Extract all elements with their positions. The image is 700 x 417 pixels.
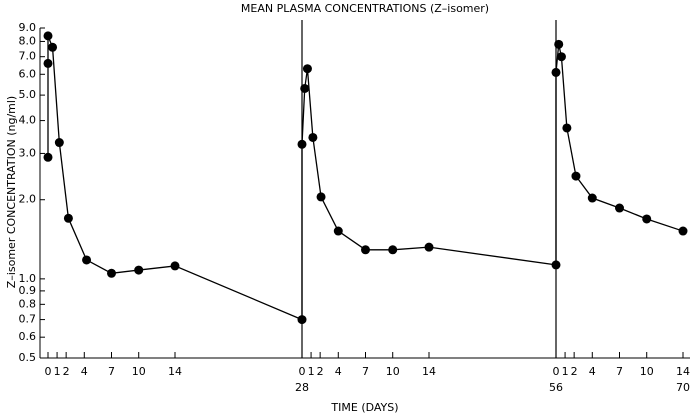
data-point: [302, 64, 312, 74]
x-tick-label: 7: [616, 365, 623, 378]
y-tick-label: 9.0: [19, 21, 37, 34]
y-axis-title: Z–isomer CONCENTRATION (ng/ml): [5, 96, 18, 288]
data-point: [424, 242, 434, 252]
data-point: [361, 245, 370, 255]
data-point: [107, 268, 116, 278]
data-point: [297, 139, 307, 149]
x-tick-label: 10: [640, 365, 654, 378]
x-tick-label: 4: [335, 365, 342, 378]
y-tick-label: 8.0: [19, 34, 37, 47]
data-point: [63, 213, 73, 223]
y-tick-label: 2.0: [19, 193, 37, 206]
y-tick-label: 6.0: [19, 67, 37, 80]
x-axis-title: TIME (DAYS): [330, 401, 398, 414]
data-point: [54, 138, 64, 148]
x-tick-label: 10: [132, 365, 146, 378]
data-point: [170, 261, 180, 271]
x-tick-label: 4: [81, 365, 88, 378]
data-point: [554, 39, 564, 49]
x-tick-label-secondary: 70: [676, 381, 690, 394]
data-point: [300, 83, 310, 93]
x-tick-label: 1: [54, 365, 61, 378]
x-tick-label: 0: [553, 365, 560, 378]
x-tick-label: 0: [45, 365, 52, 378]
data-point: [678, 226, 688, 236]
data-point: [333, 226, 343, 236]
data-point: [297, 315, 307, 325]
x-tick-label: 14: [676, 365, 690, 378]
y-tick-label: 0.5: [19, 351, 37, 364]
chart-title: MEAN PLASMA CONCENTRATIONS (Z–isomer): [241, 2, 489, 15]
data-point: [43, 152, 53, 162]
x-tick-label: 4: [589, 365, 596, 378]
series-line: [47, 35, 684, 321]
y-tick-label: 3.0: [19, 146, 37, 159]
x-tick-label: 7: [108, 365, 115, 378]
x-tick-label: 2: [317, 365, 324, 378]
x-tick-label: 2: [63, 365, 70, 378]
data-point: [562, 123, 572, 133]
data-point: [615, 203, 624, 213]
y-tick-label: 1.0: [19, 272, 37, 285]
x-tick-label: 14: [422, 365, 436, 378]
data-point: [134, 265, 144, 275]
data-point: [556, 52, 566, 62]
y-tick-label: 0.6: [19, 330, 37, 343]
y-tick-label: 5.0: [19, 88, 37, 101]
x-tick-label: 14: [168, 365, 182, 378]
y-tick-label: 0.9: [19, 284, 37, 297]
data-point: [551, 260, 561, 270]
data-point: [571, 171, 581, 181]
data-point: [587, 193, 597, 203]
x-tick-label-secondary: 28: [295, 381, 309, 394]
x-tick-label: 1: [562, 365, 569, 378]
data-point: [388, 245, 398, 255]
x-tick-label: 2: [571, 365, 578, 378]
y-tick-label: 0.7: [19, 313, 37, 326]
x-tick-label: 10: [386, 365, 400, 378]
x-tick-label-secondary: 56: [549, 381, 563, 394]
data-point: [43, 58, 53, 68]
x-tick-label: 1: [308, 365, 315, 378]
y-tick-label: 7.0: [19, 50, 37, 63]
x-tick-label: 0: [299, 365, 306, 378]
data-point: [82, 255, 92, 265]
y-tick-label: 0.8: [19, 297, 37, 310]
data-point: [551, 67, 561, 77]
data-point: [316, 192, 326, 202]
data-point: [48, 42, 58, 52]
x-tick-label: 7: [362, 365, 369, 378]
data-point: [43, 31, 53, 41]
data-point: [308, 132, 318, 142]
data-point: [642, 214, 652, 224]
y-tick-label: 4.0: [19, 114, 37, 127]
